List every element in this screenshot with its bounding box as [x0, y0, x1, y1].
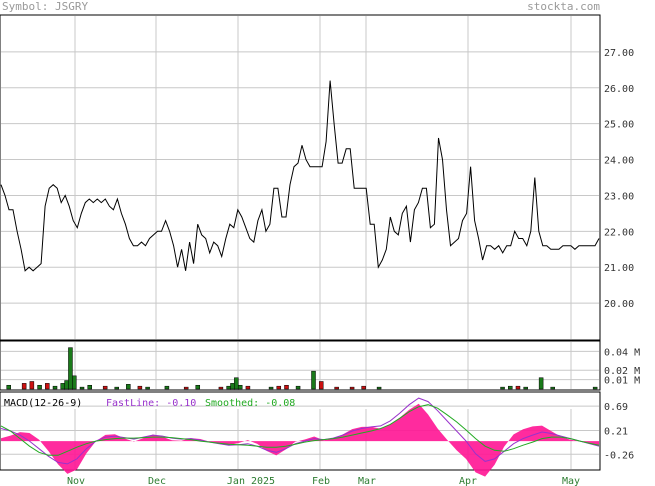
volume-bar — [87, 384, 92, 390]
volume-bar — [234, 377, 239, 390]
volume-bar — [550, 386, 555, 390]
volume-bar — [311, 370, 316, 390]
price-tick-label: 26.00 — [604, 84, 634, 95]
volume-bar — [29, 381, 35, 390]
x-axis-label: Dec — [148, 476, 166, 486]
macd-fast-line — [0, 397, 600, 465]
volume-grid — [1, 342, 599, 389]
macd-smoothed-line — [0, 404, 600, 456]
macd-tick-label: 0.69 — [604, 402, 628, 413]
macd-y-ticks: 0.69 0.21 -0.26 — [604, 402, 634, 461]
volume-bar — [500, 386, 505, 390]
volume-bar — [21, 383, 27, 390]
volume-bar — [145, 386, 150, 390]
price-tick-label: 24.00 — [604, 156, 634, 167]
volume-panel — [0, 340, 601, 391]
x-axis-label: May — [562, 476, 580, 486]
volume-bar — [245, 385, 251, 390]
volume-bar — [376, 386, 382, 390]
symbol-label: Symbol: JSGRY — [2, 0, 89, 13]
macd-tick-label: 0.21 — [604, 426, 628, 437]
volume-bar — [284, 384, 289, 390]
volume-bar — [349, 386, 355, 390]
volume-tick-label: 0.01 M — [604, 376, 640, 387]
volume-bar — [318, 381, 324, 390]
x-axis-label: Jan 2025 — [227, 476, 275, 486]
volume-bar — [126, 384, 131, 390]
site-name: stockta.com — [527, 0, 600, 13]
volume-bar — [523, 386, 528, 390]
macd-panel — [0, 391, 601, 471]
volume-bar — [52, 385, 58, 390]
volume-bar — [538, 377, 544, 390]
volume-bar — [237, 384, 243, 390]
price-panel — [0, 14, 601, 341]
macd-fast-label: FastLine: -0.10 — [106, 398, 196, 409]
volume-tick-label: 0.02 M — [604, 366, 640, 377]
volume-bar — [45, 383, 50, 390]
volume-bar — [295, 385, 301, 390]
volume-bar — [218, 386, 224, 390]
price-tick-label: 23.00 — [604, 191, 634, 202]
volume-bar — [164, 385, 170, 390]
volume-y-ticks: 0.04 M 0.02 M0.01 M — [604, 347, 640, 386]
price-tick-label: 20.00 — [604, 299, 634, 310]
x-axis-labels: Nov Dec Jan 2025 Feb Mar Apr May — [67, 476, 580, 486]
x-axis-label: Feb — [312, 476, 330, 486]
price-y-ticks: 27.00 26.00 25.00 24.00 23.00 22.00 21.00 20.00 — [604, 48, 634, 310]
volume-bar — [114, 386, 119, 390]
x-axis-label: Mar — [358, 476, 376, 486]
volume-bar — [72, 375, 77, 390]
volume-bar — [230, 383, 235, 390]
price-tick-label: 25.00 — [604, 120, 634, 131]
macd-title: MACD(12-26-9) — [4, 398, 82, 409]
volume-bar — [68, 347, 73, 390]
macd-histogram-area — [1, 403, 599, 477]
volume-bars — [6, 347, 598, 390]
x-axis-label: Nov — [67, 476, 85, 486]
macd-tick-label: -0.26 — [604, 450, 634, 461]
price-tick-label: 21.00 — [604, 263, 634, 274]
x-axis-label: Apr — [459, 476, 477, 486]
price-tick-label: 22.00 — [604, 227, 634, 238]
volume-bar — [268, 386, 274, 390]
volume-bar — [37, 384, 42, 390]
macd-smoothed-label: Smoothed: -0.08 — [205, 398, 295, 409]
volume-bar — [195, 384, 201, 390]
volume-bar — [137, 385, 143, 390]
volume-bar — [276, 385, 282, 390]
volume-bar — [6, 384, 11, 390]
price-tick-label: 27.00 — [604, 48, 634, 59]
volume-bar — [515, 385, 521, 390]
macd-histogram — [1, 403, 599, 477]
volume-bar — [64, 380, 69, 390]
volume-bar — [60, 383, 65, 390]
volume-bar — [334, 386, 339, 390]
volume-bar — [79, 386, 85, 390]
price-line — [0, 80, 600, 272]
volume-bar — [226, 385, 231, 390]
price-grid — [1, 16, 599, 339]
volume-bar — [592, 386, 598, 390]
volume-bar — [361, 385, 366, 390]
volume-bar — [183, 386, 189, 390]
volume-bar — [508, 385, 513, 390]
volume-bar — [102, 385, 108, 390]
volume-tick-label: 0.04 M — [604, 347, 640, 358]
